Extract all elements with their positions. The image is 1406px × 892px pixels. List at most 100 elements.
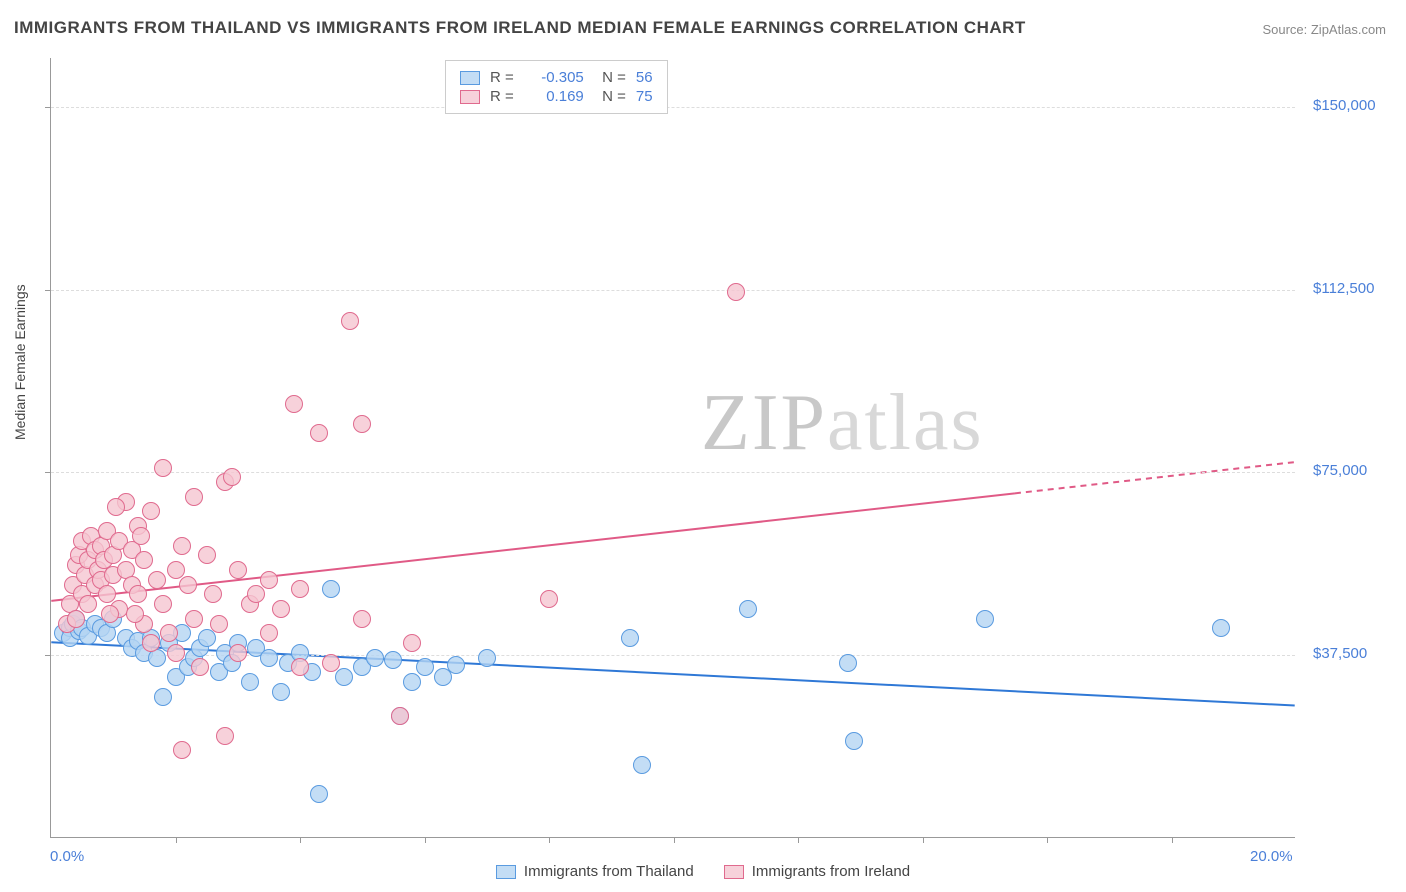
correlation-row-thailand: R = -0.305 N = 56 — [460, 69, 653, 86]
point-thailand — [739, 600, 757, 618]
n-value-ireland: 75 — [636, 88, 653, 105]
point-ireland — [160, 624, 178, 642]
legend-label-ireland: Immigrants from Ireland — [752, 863, 910, 880]
watermark-atlas: atlas — [827, 379, 984, 467]
y-tick-label: $37,500 — [1313, 645, 1367, 662]
point-thailand — [1212, 619, 1230, 637]
point-ireland — [391, 707, 409, 725]
point-ireland — [129, 585, 147, 603]
point-thailand — [272, 683, 290, 701]
chart-title: IMMIGRANTS FROM THAILAND VS IMMIGRANTS F… — [14, 18, 1026, 38]
point-ireland — [167, 644, 185, 662]
point-ireland — [101, 605, 119, 623]
point-thailand — [241, 673, 259, 691]
point-thailand — [335, 668, 353, 686]
point-ireland — [185, 610, 203, 628]
swatch-thailand — [460, 71, 480, 85]
point-ireland — [540, 590, 558, 608]
point-ireland — [229, 561, 247, 579]
point-thailand — [310, 785, 328, 803]
r-value-thailand: -0.305 — [524, 69, 584, 86]
point-ireland — [229, 644, 247, 662]
grid-line — [51, 107, 1295, 108]
watermark: ZIPatlas — [701, 378, 984, 469]
source-attribution: Source: ZipAtlas.com — [1262, 22, 1386, 37]
point-ireland — [341, 312, 359, 330]
point-thailand — [633, 756, 651, 774]
point-thailand — [260, 649, 278, 667]
trend-lines-layer — [51, 58, 1295, 837]
point-thailand — [621, 629, 639, 647]
point-ireland — [142, 502, 160, 520]
point-ireland — [260, 571, 278, 589]
y-tick-label: $112,500 — [1313, 280, 1374, 297]
point-ireland — [185, 488, 203, 506]
point-thailand — [839, 654, 857, 672]
point-ireland — [285, 395, 303, 413]
y-tick-label: $75,000 — [1313, 462, 1367, 479]
point-ireland — [126, 605, 144, 623]
point-thailand — [447, 656, 465, 674]
n-label: N = — [594, 88, 626, 105]
point-ireland — [154, 459, 172, 477]
point-ireland — [727, 283, 745, 301]
watermark-zip: ZIP — [701, 379, 827, 467]
r-label: R = — [490, 69, 514, 86]
point-ireland — [291, 580, 309, 598]
point-thailand — [322, 580, 340, 598]
swatch-ireland — [460, 90, 480, 104]
r-label: R = — [490, 88, 514, 105]
point-ireland — [173, 741, 191, 759]
x-tick-label: 20.0% — [1250, 848, 1293, 865]
point-ireland — [272, 600, 290, 618]
point-ireland — [216, 727, 234, 745]
point-thailand — [403, 673, 421, 691]
n-label: N = — [594, 69, 626, 86]
point-thailand — [366, 649, 384, 667]
point-ireland — [148, 571, 166, 589]
point-thailand — [478, 649, 496, 667]
legend-swatch-ireland — [724, 865, 744, 879]
series-legend: Immigrants from Thailand Immigrants from… — [0, 863, 1406, 880]
point-thailand — [845, 732, 863, 750]
point-ireland — [142, 634, 160, 652]
legend-item-thailand: Immigrants from Thailand — [496, 863, 694, 880]
point-ireland — [353, 415, 371, 433]
point-ireland — [403, 634, 421, 652]
point-ireland — [173, 537, 191, 555]
y-tick-label: $150,000 — [1313, 97, 1376, 114]
point-ireland — [191, 658, 209, 676]
correlation-row-ireland: R = 0.169 N = 75 — [460, 88, 653, 105]
point-thailand — [198, 629, 216, 647]
point-ireland — [79, 595, 97, 613]
trend-line-ireland-ext — [1015, 462, 1295, 493]
legend-swatch-thailand — [496, 865, 516, 879]
point-ireland — [135, 551, 153, 569]
legend-label-thailand: Immigrants from Thailand — [524, 863, 694, 880]
y-axis-label: Median Female Earnings — [12, 284, 28, 440]
point-ireland — [67, 610, 85, 628]
point-ireland — [322, 654, 340, 672]
point-thailand — [416, 658, 434, 676]
point-ireland — [154, 595, 172, 613]
point-ireland — [179, 576, 197, 594]
point-ireland — [353, 610, 371, 628]
point-thailand — [976, 610, 994, 628]
grid-line — [51, 290, 1295, 291]
point-ireland — [310, 424, 328, 442]
x-tick-label: 0.0% — [50, 848, 84, 865]
legend-item-ireland: Immigrants from Ireland — [724, 863, 910, 880]
point-ireland — [223, 468, 241, 486]
point-thailand — [384, 651, 402, 669]
point-ireland — [132, 527, 150, 545]
point-ireland — [260, 624, 278, 642]
plot-area: ZIPatlas — [50, 58, 1295, 838]
point-ireland — [291, 658, 309, 676]
point-ireland — [107, 498, 125, 516]
point-ireland — [210, 615, 228, 633]
point-ireland — [247, 585, 265, 603]
r-value-ireland: 0.169 — [524, 88, 584, 105]
point-ireland — [204, 585, 222, 603]
point-ireland — [198, 546, 216, 564]
point-thailand — [154, 688, 172, 706]
